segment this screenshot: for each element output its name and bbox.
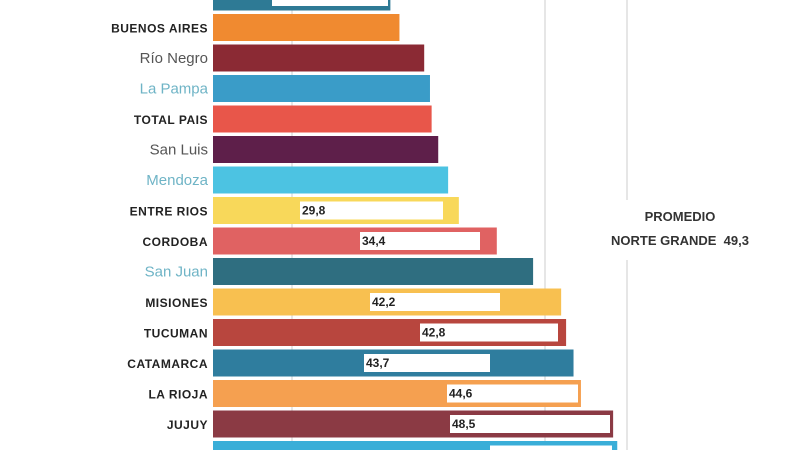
category-label: San Luis [150, 142, 208, 159]
data-label: 43,7 [366, 356, 390, 370]
bar [213, 136, 439, 163]
category-label: ENTRE RIOS [130, 205, 208, 219]
average-annotation: PROMEDIO NORTE GRANDE 49,3 [560, 205, 800, 253]
bar [213, 166, 449, 194]
category-label: CATAMARCA [127, 357, 208, 371]
category-label: La Pampa [140, 81, 209, 98]
value-box [360, 232, 480, 250]
value-box [490, 445, 612, 450]
annotation-background [560, 200, 800, 260]
data-label: 48,5 [452, 417, 476, 431]
data-label: 42,8 [422, 326, 446, 340]
value-box [364, 354, 490, 372]
category-label: Mendoza [146, 172, 208, 189]
bar [213, 14, 400, 41]
value-box [450, 415, 610, 433]
category-label: MISIONES [145, 296, 208, 310]
category-label: Río Negro [140, 50, 208, 67]
bar [213, 105, 432, 133]
category-label: CORDOBA [143, 235, 209, 249]
category-label: TOTAL PAIS [134, 113, 208, 127]
annotation-line-2: NORTE GRANDE 49,3 [611, 233, 749, 248]
annotation-line-1: PROMEDIO [644, 209, 716, 224]
category-label: San Juan [145, 264, 208, 281]
value-box [420, 323, 558, 342]
category-label: BUENOS AIRES [111, 22, 208, 36]
data-label: 44,6 [449, 387, 473, 401]
bar [213, 75, 430, 102]
data-label: 34,4 [362, 234, 386, 248]
category-label: LA RIOJA [148, 388, 208, 402]
bar [213, 258, 534, 285]
category-label: TUCUMAN [144, 327, 208, 341]
value-box [447, 384, 578, 403]
data-label: 29,8 [302, 204, 326, 218]
bar [213, 441, 618, 450]
value-box [272, 0, 388, 6]
data-label: 42,2 [372, 295, 396, 309]
bar [213, 44, 425, 72]
value-box [370, 293, 500, 311]
value-box [300, 201, 443, 220]
category-label: JUJUY [167, 418, 208, 432]
